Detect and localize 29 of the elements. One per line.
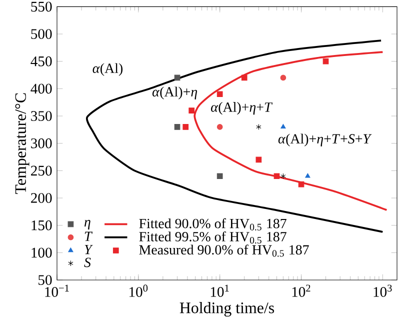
legend-label: Fitted 90.0% of HV$_{0.5}$ 187 [139, 218, 286, 230]
legend-label: T [84, 232, 93, 241]
y-axis-title: Temperature/°C [15, 93, 30, 194]
y-tick-label: 200 [31, 193, 52, 203]
x-tick-label: 10$^{−1}$ [45, 284, 69, 297]
y-tick-label: 550 [31, 2, 52, 12]
text: α(Al)+η+T+S+Y [278, 134, 372, 146]
y-tick-label: 250 [31, 166, 52, 176]
annotation: α(Al) [92, 63, 123, 76]
y-tick-label: 450 [30, 56, 52, 66]
legend-label: η [84, 220, 90, 230]
y-tick-label: 150 [32, 220, 52, 230]
x-axis-title: Holding time/s [180, 302, 274, 317]
x-tick-label: 10$^{0}$ [130, 284, 148, 297]
y-tick-label: 500 [31, 29, 52, 39]
legend-label: S [84, 258, 91, 268]
y-tick-label: 350 [31, 111, 52, 121]
x-tick-label: 10$^{1}$ [210, 284, 229, 297]
y-tick-label: 50 [38, 275, 52, 285]
legend-label: Fitted 99.5% of HV$_{0.5}$ 187 [139, 231, 286, 244]
x-tick-label: 10$^{3}$ [374, 284, 392, 297]
annotation: α(Al)+η+T [210, 102, 273, 115]
legend-label: Measured 90.0% of HV$_{0.5}$ 187 [139, 244, 309, 257]
x-tick-label: 10$^{2}$ [292, 284, 310, 297]
y-tick-label: 400 [30, 84, 52, 94]
y-tick-label: 100 [32, 248, 52, 258]
y-tick-label: 300 [31, 138, 52, 148]
legend-label: Y [84, 244, 93, 254]
annotation: α(Al)+η [152, 86, 198, 100]
